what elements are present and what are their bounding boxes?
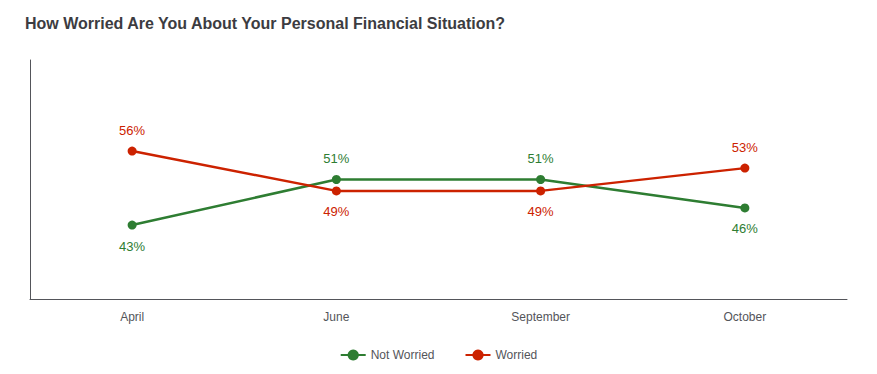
svg-text:46%: 46% [732, 221, 758, 236]
svg-text:49%: 49% [323, 204, 349, 219]
svg-text:Worried: Worried [496, 348, 538, 362]
svg-text:53%: 53% [732, 140, 758, 155]
svg-text:43%: 43% [119, 239, 145, 254]
svg-text:Not Worried: Not Worried [371, 348, 435, 362]
svg-text:49%: 49% [528, 204, 554, 219]
svg-text:April: April [120, 310, 144, 324]
svg-text:How Worried Are You About Your: How Worried Are You About Your Personal … [25, 15, 505, 32]
svg-text:June: June [323, 310, 349, 324]
svg-text:September: September [511, 310, 570, 324]
svg-text:October: October [724, 310, 767, 324]
svg-text:51%: 51% [528, 151, 554, 166]
svg-text:56%: 56% [119, 123, 145, 138]
svg-text:51%: 51% [323, 151, 349, 166]
